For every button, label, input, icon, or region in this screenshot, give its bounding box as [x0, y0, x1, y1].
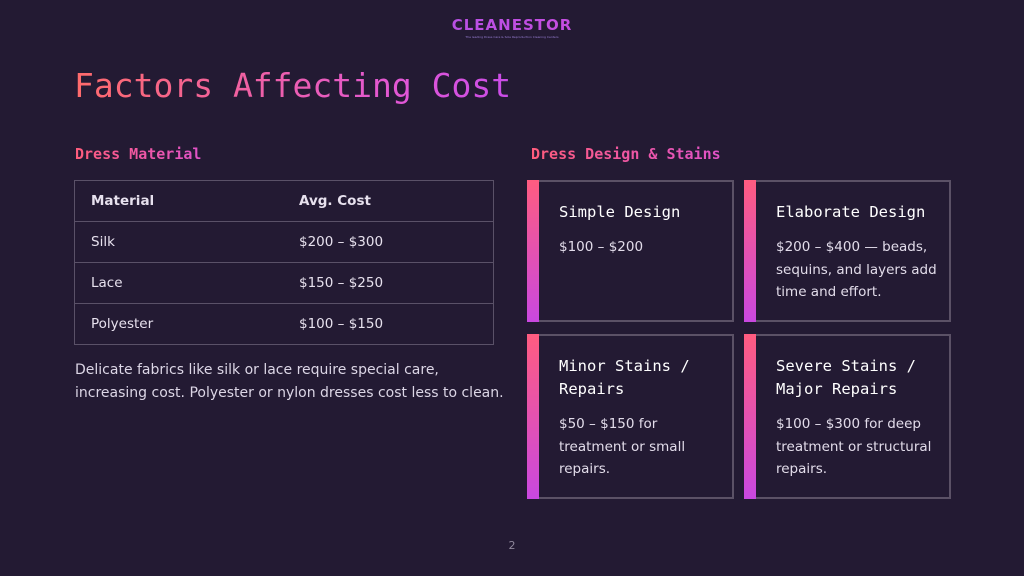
card-accent-bar — [527, 180, 539, 322]
card-body: $100 – $300 for deep treatment or struct… — [776, 416, 932, 477]
card-simple-design: Simple Design $100 – $200 — [527, 180, 734, 322]
slide-title: Factors Affecting Cost — [74, 66, 512, 105]
table-cell-material: Lace — [74, 262, 283, 304]
table-cell-material: Silk — [74, 221, 283, 263]
table-header-row: Material Avg. Cost — [74, 180, 494, 222]
card-title: Severe Stains / Major Repairs — [776, 357, 916, 398]
table-row: Lace $150 – $250 — [74, 262, 494, 304]
dress-material-heading: Dress Material — [75, 145, 202, 163]
card-severe-stains: Severe Stains / Major Repairs $100 – $30… — [744, 334, 951, 499]
column-header-material: Material — [74, 180, 283, 222]
card-title: Elaborate Design — [776, 203, 926, 221]
card-minor-stains: Minor Stains / Repairs $50 – $150 for tr… — [527, 334, 734, 499]
table-row: Polyester $100 – $150 — [74, 303, 494, 345]
table-row: Silk $200 – $300 — [74, 221, 494, 263]
brand-logo: CLEANESTOR The leading Dress Care & Sole… — [0, 16, 1024, 39]
card-elaborate-design: Elaborate Design $200 – $400 — beads, se… — [744, 180, 951, 322]
material-note: Delicate fabrics like silk or lace requi… — [75, 362, 504, 401]
table-cell-material: Polyester — [74, 303, 283, 345]
table-cell-cost: $150 – $250 — [283, 262, 494, 304]
material-cost-table: Material Avg. Cost Silk $200 – $300 Lace… — [74, 180, 494, 345]
brand-tagline: The leading Dress Care & Sole Reproducti… — [465, 35, 559, 39]
brand-name: CLEANESTOR — [0, 16, 1024, 34]
column-header-avg-cost: Avg. Cost — [283, 180, 494, 222]
card-body: $50 – $150 for treatment or small repair… — [559, 416, 686, 477]
card-title: Minor Stains / Repairs — [559, 357, 690, 398]
table-cell-cost: $200 – $300 — [283, 221, 494, 263]
card-body: $100 – $200 — [559, 239, 644, 255]
card-body: $200 – $400 — beads, sequins, and layers… — [776, 239, 937, 300]
page-number: 2 — [508, 539, 516, 552]
dress-design-stains-heading: Dress Design & Stains — [531, 145, 721, 163]
table-cell-cost: $100 – $150 — [283, 303, 494, 345]
card-accent-bar — [744, 334, 756, 499]
card-accent-bar — [527, 334, 539, 499]
card-title: Simple Design — [559, 203, 681, 221]
card-accent-bar — [744, 180, 756, 322]
